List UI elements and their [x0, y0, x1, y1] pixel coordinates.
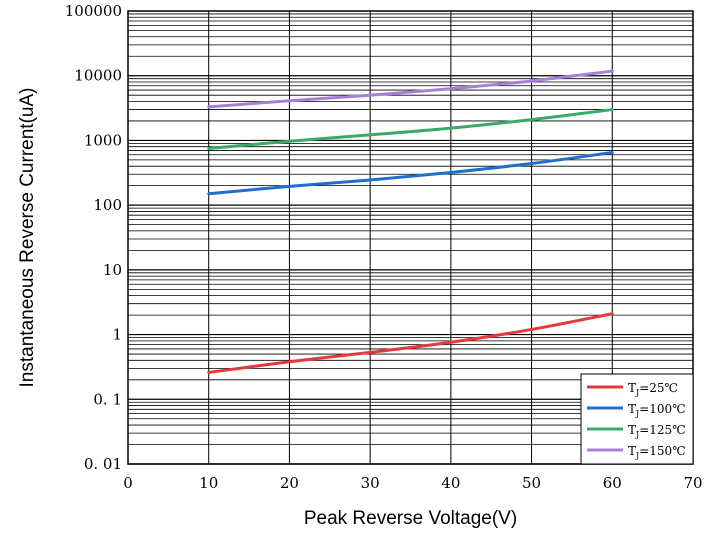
y-tick-label: 1	[112, 326, 122, 344]
legend: TJ=25℃ TJ=100℃ TJ=125℃ TJ=150℃	[580, 373, 694, 465]
series-line	[207, 69, 614, 109]
y-tick-label: 0. 01	[84, 455, 122, 473]
x-axis-title: Peak Reverse Voltage(V)	[304, 508, 517, 529]
y-tick-label: 100000	[65, 2, 122, 20]
x-tick-label: 20	[280, 474, 299, 492]
x-tick-label: 10	[199, 474, 218, 492]
legend-label: TJ=150℃	[628, 444, 686, 460]
legend-label: TJ=25℃	[628, 381, 678, 397]
plot-frame	[127, 10, 694, 465]
x-tick-label: 0	[123, 474, 133, 492]
series-line	[207, 312, 614, 374]
series-line	[207, 151, 614, 196]
y-tick-label: 1000	[84, 131, 122, 149]
series-lines	[207, 69, 614, 374]
y-tick-label: 0. 1	[93, 390, 122, 408]
x-tick-label: 30	[361, 474, 380, 492]
legend-label: TJ=100℃	[628, 402, 686, 418]
x-tick-label: 70	[683, 474, 702, 492]
y-tick-label: 10000	[74, 67, 122, 85]
legend-label: TJ=125℃	[628, 423, 686, 439]
x-tick-label: 40	[441, 474, 460, 492]
y-tick-label: 10	[103, 261, 122, 279]
y-axis-title: Instantaneous Reverse Current(uA)	[17, 88, 38, 388]
x-tick-label: 50	[522, 474, 541, 492]
tick-labels: 0 10 20 30 40 50 60 70 0. 01 0. 1 1 10 100 1000 10000 1…	[65, 2, 703, 492]
series-line	[207, 108, 614, 151]
x-tick-label: 60	[603, 474, 622, 492]
y-tick-label: 100	[93, 196, 122, 214]
